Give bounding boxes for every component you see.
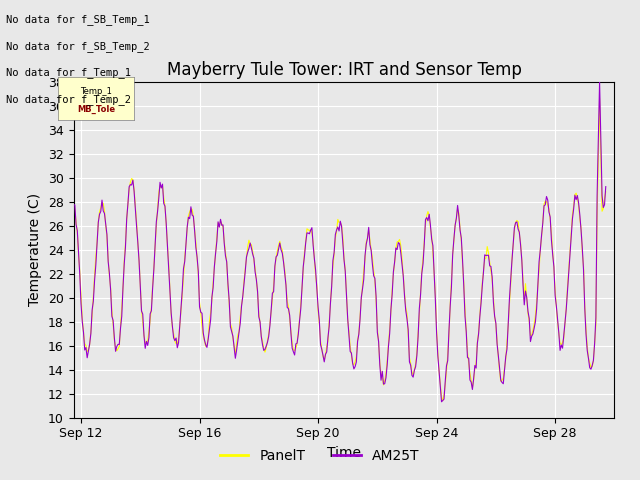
Text: Temp_1: Temp_1 bbox=[80, 87, 112, 96]
Text: No data for f_Temp_2: No data for f_Temp_2 bbox=[6, 94, 131, 105]
Text: No data for f_SB_Temp_2: No data for f_SB_Temp_2 bbox=[6, 41, 150, 52]
Text: No data for f_Temp_1: No data for f_Temp_1 bbox=[6, 67, 131, 78]
Text: MB_Tole: MB_Tole bbox=[77, 105, 115, 114]
Title: Mayberry Tule Tower: IRT and Sensor Temp: Mayberry Tule Tower: IRT and Sensor Temp bbox=[166, 60, 522, 79]
Text: No data for f_SB_Temp_1: No data for f_SB_Temp_1 bbox=[6, 14, 150, 25]
Legend: PanelT, AM25T: PanelT, AM25T bbox=[215, 443, 425, 468]
Y-axis label: Temperature (C): Temperature (C) bbox=[28, 193, 42, 306]
X-axis label: Time: Time bbox=[327, 446, 361, 460]
